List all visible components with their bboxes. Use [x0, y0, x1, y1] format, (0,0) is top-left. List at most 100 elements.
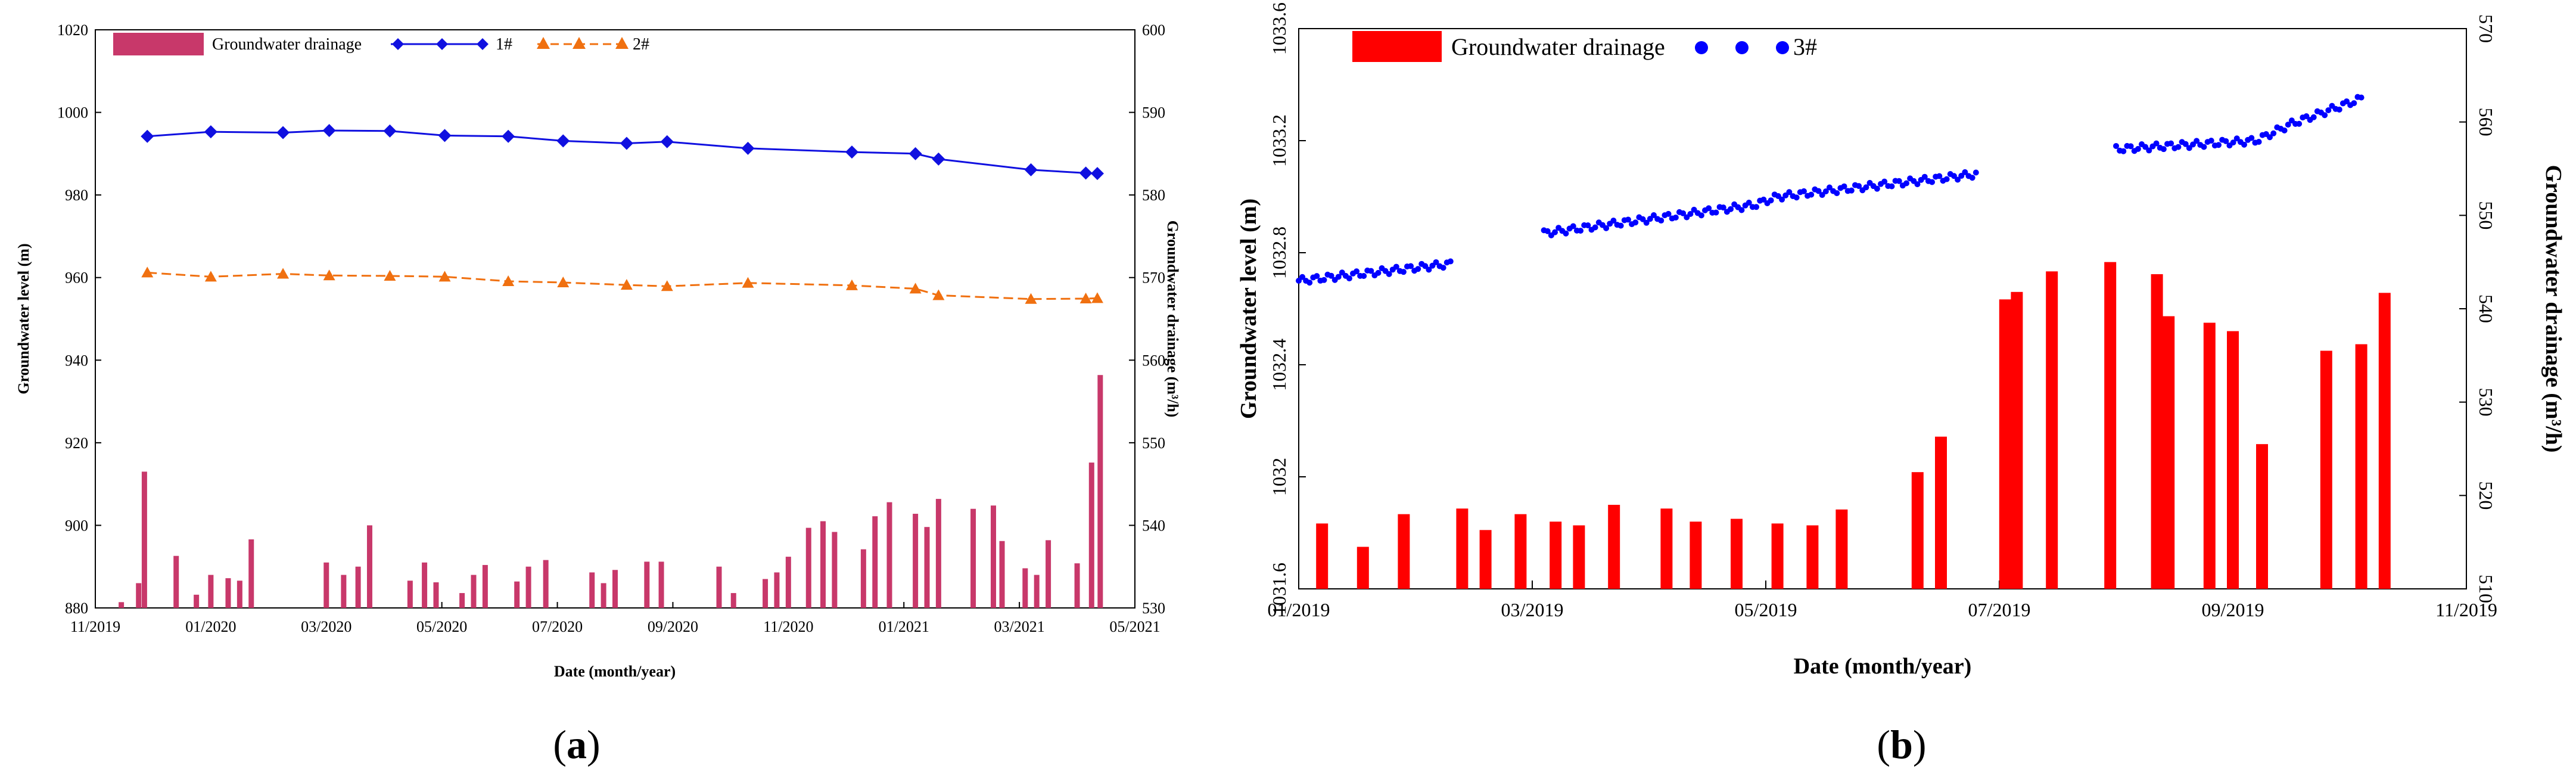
series-2-point	[742, 277, 754, 288]
series-3-point	[2120, 148, 2127, 154]
series-3-point	[1592, 224, 1598, 231]
series-1-point	[620, 136, 633, 150]
panel-a-legend: Groundwater drainage 1# 2#	[113, 33, 649, 55]
drainage-bar	[1911, 472, 1924, 589]
series-2-point	[909, 283, 922, 294]
drainage-bar	[1514, 514, 1527, 589]
x-tick-label: 05/2019	[1735, 599, 1797, 620]
x-tick-label: 07/2019	[1968, 599, 2031, 620]
drainage-bar	[208, 575, 214, 608]
series-3-point	[2208, 138, 2214, 144]
drainage-bar	[872, 516, 878, 608]
y-tick-label: 920	[65, 434, 88, 452]
drainage-bar	[730, 593, 736, 608]
series-3-point	[1896, 178, 1902, 184]
drainage-bar	[525, 566, 531, 608]
series-3-point	[1617, 222, 1624, 229]
series-1-point	[909, 147, 922, 160]
series-1-point	[660, 135, 674, 148]
drainage-bar	[355, 566, 361, 608]
series-1-point	[1024, 163, 1038, 176]
y-tick-label: 560	[2475, 108, 2497, 136]
series-2-point	[384, 269, 396, 281]
drainage-bar	[119, 602, 125, 608]
x-tick-label: 03/2020	[301, 618, 351, 635]
y-tick-label: 1033.6	[1268, 2, 1290, 55]
series-3-point	[1447, 258, 1454, 265]
y-tick-label: 1020	[57, 21, 88, 39]
x-tick-label: 11/2019	[70, 618, 120, 635]
y-tick-label: 900	[65, 517, 88, 534]
legend-drainage-swatch	[113, 33, 204, 55]
panel-a-right-axis: 530 540 550 560 570 580 590 600	[1129, 21, 1165, 617]
panel-b-x-axis-label: Date (month/year)	[1794, 654, 1972, 679]
drainage-bar	[2320, 350, 2332, 589]
series-3-point	[2186, 145, 2192, 151]
legend-3-marker	[1776, 41, 1789, 54]
series-1-point	[556, 134, 570, 148]
series-1-point	[383, 124, 397, 138]
series-2-line	[147, 271, 1098, 300]
series-3-point	[1610, 218, 1617, 224]
panel-a-left-axis-label: Groundwater level (m)	[15, 243, 32, 394]
series-3-point	[1819, 192, 1825, 198]
drainage-bar	[589, 572, 595, 608]
y-tick-label: 550	[2475, 201, 2497, 229]
series-3-point	[2281, 127, 2288, 134]
drainage-bar	[805, 527, 811, 608]
series-2-point	[620, 279, 633, 290]
drainage-bar	[924, 527, 930, 608]
drainage-bar	[1022, 568, 1028, 608]
series-3-point	[1658, 218, 1665, 224]
drainage-bar	[716, 566, 722, 608]
legend-3-marker	[1695, 41, 1708, 54]
series-3-point	[1570, 223, 1576, 229]
series-3-point	[1943, 176, 1950, 182]
series-3-point	[2255, 139, 2262, 145]
panel-a-right-axis-label: Groundwater drainage (m³/h)	[1164, 221, 1181, 417]
series-3-point	[1639, 216, 1646, 222]
drainage-bar	[1034, 575, 1040, 608]
panel-a-x-axis: 11/2019 01/2020 03/2020 05/2020 07/2020 09/20…	[70, 602, 1161, 635]
series-2-point	[141, 266, 154, 278]
panel-a-plot-frame	[95, 29, 1135, 609]
drainage-bar	[323, 562, 329, 608]
legend-3-marker	[1735, 41, 1749, 54]
legend-1-marker	[477, 38, 489, 50]
series-3-point	[1889, 183, 1895, 190]
series-3-point	[2201, 144, 2207, 150]
series-3-point	[2358, 94, 2365, 101]
drainage-bar	[543, 560, 549, 608]
drainage-bar	[658, 561, 664, 608]
series-2-point	[1091, 292, 1103, 303]
series-3-point	[1415, 266, 1421, 272]
series-1-point	[204, 125, 217, 139]
drainage-bar	[1690, 522, 1702, 589]
series-3-point	[2135, 145, 2141, 152]
series-3-point	[1713, 209, 1719, 216]
legend-3-label: 3#	[1793, 33, 1817, 60]
legend-drainage-label: Groundwater drainage	[212, 35, 362, 54]
series-3-point	[1335, 274, 1342, 280]
series-1-point	[845, 145, 858, 159]
y-tick-label: 530	[2475, 388, 2497, 417]
y-tick-label: 960	[65, 269, 88, 287]
panel-b-caption: (b)	[1877, 722, 1926, 767]
series-1-point	[438, 129, 452, 142]
panel-a-left-axis: 880 900 920 940 960 980 1000 1020	[57, 21, 101, 617]
legend-1-marker	[392, 38, 404, 50]
series-3-point	[2113, 142, 2119, 149]
legend-1-marker	[436, 38, 448, 50]
drainage-bar	[886, 502, 892, 608]
drainage-bar	[970, 508, 976, 608]
series-3-point	[1643, 219, 1650, 226]
series-3-point	[1881, 178, 1888, 185]
panel-b-right-axis-label: Groundwater drainage (m³/h)	[2541, 165, 2566, 453]
series-3-point	[1650, 212, 1657, 218]
series-3-point	[1408, 263, 1414, 269]
x-tick-label: 07/2020	[532, 618, 583, 635]
y-tick-label: 600	[1142, 21, 1165, 39]
drainage-bar	[612, 570, 618, 608]
series-3-point	[1856, 183, 1862, 190]
series-1-point	[502, 129, 515, 143]
